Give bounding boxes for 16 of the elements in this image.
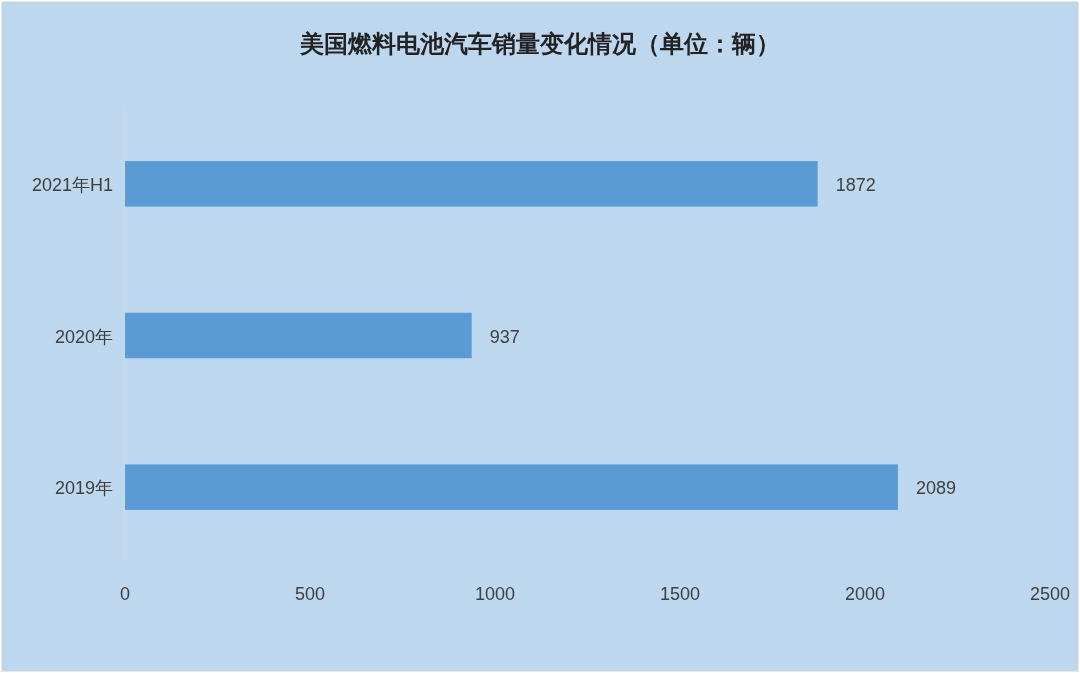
data-label: 2089 (915, 478, 956, 499)
data-label: 1872 (835, 174, 876, 195)
x-tick-label: 500 (294, 584, 326, 604)
y-tick-label: 2021年H1 (31, 174, 113, 195)
x-tick-label: 2500 (1029, 584, 1071, 604)
data-label: 937 (489, 326, 520, 347)
bar (125, 161, 818, 207)
y-tick-label: 2019年 (54, 478, 113, 499)
x-tick-label: 1000 (474, 584, 516, 604)
y-tick-label: 2020年 (54, 326, 113, 347)
chart-title: 美国燃料电池汽车销量变化情况（单位：辆） (299, 29, 780, 58)
x-tick-label: 1500 (659, 584, 701, 604)
bar (125, 312, 472, 359)
bar (125, 464, 898, 510)
x-tick-label: 2000 (844, 584, 886, 604)
x-tick-label: 0 (119, 584, 131, 604)
